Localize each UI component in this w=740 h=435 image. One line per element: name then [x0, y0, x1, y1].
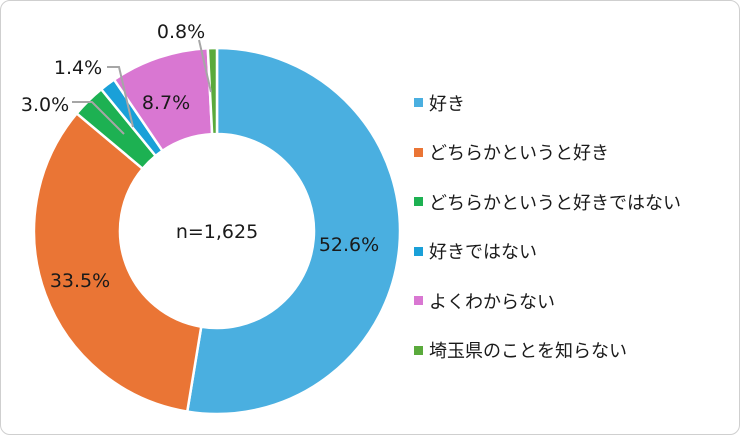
legend-swatch: [414, 296, 423, 306]
legend-label: よくわからない: [429, 291, 555, 313]
legend-item-dochiraka-suki: どちらかというと好き: [414, 128, 681, 178]
legend-label: 好き: [429, 93, 465, 115]
data-label-2: 3.0%: [21, 94, 69, 116]
legend-label: どちらかというと好きではない: [429, 192, 681, 214]
data-label-0: 52.6%: [319, 234, 379, 256]
data-label-1: 33.5%: [50, 270, 110, 292]
data-label-4: 8.7%: [142, 92, 190, 114]
donut-slices: [32, 46, 402, 416]
leader-line-5: [198, 39, 212, 93]
legend-swatch: [414, 345, 423, 355]
data-label-5: 0.8%: [157, 21, 205, 43]
legend-item-suki: 好き: [414, 78, 681, 128]
legend-swatch: [414, 147, 423, 157]
legend-label: 埼玉県のことを知らない: [429, 341, 627, 363]
legend: 好き どちらかというと好き どちらかというと好きではない 好きではない よくわか…: [414, 78, 681, 375]
leader-lines: [72, 39, 212, 135]
sample-size-label: n=1,625: [176, 221, 258, 243]
legend-item-suki-dewanai: 好きではない: [414, 227, 681, 277]
legend-label: 好きではない: [429, 242, 537, 264]
legend-swatch: [414, 246, 423, 256]
legend-swatch: [414, 98, 423, 108]
legend-item-shiranai: 埼玉県のことを知らない: [414, 326, 681, 376]
legend-item-dochiraka-suki-dewanai: どちらかというと好きではない: [414, 177, 681, 227]
legend-swatch: [414, 197, 423, 207]
leader-line-3: [107, 66, 134, 128]
data-labels: 52.6% 33.5% 3.0% 1.4% 8.7% 0.8%: [21, 21, 379, 292]
donut-slice-1: [32, 112, 203, 413]
data-label-3: 1.4%: [54, 57, 102, 79]
donut-slice-5: [206, 46, 219, 136]
leader-line-2: [72, 101, 125, 135]
donut-slice-0: [185, 46, 402, 416]
legend-item-yoku-wakaranai: よくわからない: [414, 276, 681, 326]
legend-label: どちらかというと好き: [429, 143, 609, 165]
